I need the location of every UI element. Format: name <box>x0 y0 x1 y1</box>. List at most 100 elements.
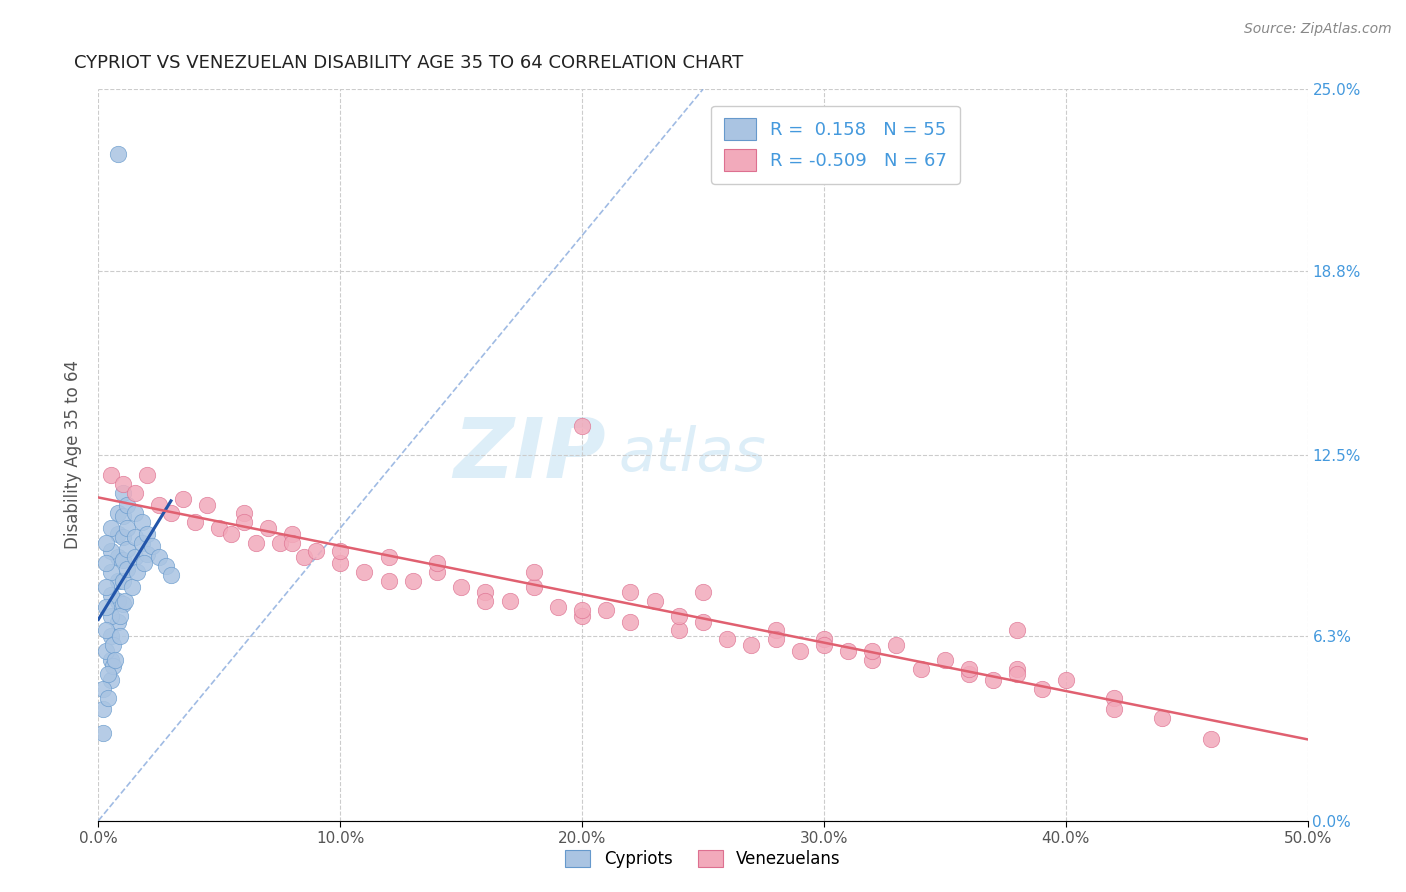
Text: Source: ZipAtlas.com: Source: ZipAtlas.com <box>1244 22 1392 37</box>
Point <box>571 603 593 617</box>
Text: CYPRIOT VS VENEZUELAN DISABILITY AGE 35 TO 64 CORRELATION CHART: CYPRIOT VS VENEZUELAN DISABILITY AGE 35 … <box>75 54 744 72</box>
Point <box>148 550 170 565</box>
Point <box>195 498 218 512</box>
Y-axis label: Disability Age 35 to 64: Disability Age 35 to 64 <box>65 360 83 549</box>
Point <box>668 624 690 638</box>
Point <box>172 491 194 506</box>
Point <box>124 530 146 544</box>
Point <box>789 644 811 658</box>
Point <box>232 507 254 521</box>
Point <box>94 580 117 594</box>
Point <box>813 638 835 652</box>
Point <box>100 608 122 623</box>
Point <box>97 667 120 681</box>
Point <box>692 615 714 629</box>
Point <box>94 644 117 658</box>
Point <box>108 608 131 623</box>
Point <box>957 667 980 681</box>
Point <box>886 638 908 652</box>
Point <box>107 507 129 521</box>
Point <box>1102 690 1125 705</box>
Point <box>208 521 231 535</box>
Point <box>111 553 134 567</box>
Point <box>292 550 315 565</box>
Point <box>107 550 129 565</box>
Point <box>1152 711 1174 725</box>
Point <box>94 624 117 638</box>
Point <box>100 521 122 535</box>
Point <box>111 574 134 588</box>
Point <box>329 556 352 570</box>
Point <box>134 556 156 570</box>
Point <box>765 624 787 638</box>
Point <box>860 653 883 667</box>
Point <box>100 588 122 602</box>
Point <box>305 544 328 558</box>
Point <box>135 527 157 541</box>
Point <box>498 594 520 608</box>
Point <box>107 527 129 541</box>
Text: atlas: atlas <box>619 425 766 484</box>
Point <box>1007 624 1029 638</box>
Point <box>221 527 243 541</box>
Point <box>127 565 149 579</box>
Point <box>619 585 641 599</box>
Point <box>184 515 207 529</box>
Point <box>523 580 546 594</box>
Point <box>450 580 472 594</box>
Point <box>668 608 690 623</box>
Point <box>1102 702 1125 716</box>
Point <box>135 468 157 483</box>
Point <box>716 632 738 647</box>
Point <box>981 673 1004 688</box>
Point <box>245 535 267 549</box>
Point <box>107 594 129 608</box>
Point <box>148 498 170 512</box>
Point <box>111 477 134 491</box>
Legend: Cypriots, Venezuelans: Cypriots, Venezuelans <box>558 843 848 875</box>
Point <box>117 562 139 576</box>
Point <box>329 544 352 558</box>
Point <box>111 486 134 500</box>
Point <box>571 418 593 433</box>
Point <box>107 146 129 161</box>
Point <box>740 638 762 652</box>
Point <box>107 615 129 629</box>
Point <box>1031 681 1053 696</box>
Point <box>860 644 883 658</box>
Point <box>377 550 399 565</box>
Point <box>100 629 122 643</box>
Point <box>91 726 114 740</box>
Point <box>692 585 714 599</box>
Point <box>124 507 146 521</box>
Point <box>910 661 932 675</box>
Point <box>97 690 120 705</box>
Point <box>91 702 114 716</box>
Point <box>160 567 183 582</box>
Point <box>1007 667 1029 681</box>
Point <box>104 653 127 667</box>
Point <box>131 515 153 529</box>
Point <box>101 638 124 652</box>
Point <box>402 574 425 588</box>
Point <box>101 658 124 673</box>
Point <box>108 629 131 643</box>
Point <box>281 535 304 549</box>
Point <box>1007 661 1029 675</box>
Point <box>107 574 129 588</box>
Point <box>117 541 139 556</box>
Point <box>377 574 399 588</box>
Point <box>837 644 859 658</box>
Point <box>91 681 114 696</box>
Point <box>100 565 122 579</box>
Point <box>571 608 593 623</box>
Point <box>94 556 117 570</box>
Point <box>94 535 117 549</box>
Point <box>121 580 143 594</box>
Point <box>619 615 641 629</box>
Point <box>281 527 304 541</box>
Point <box>111 530 134 544</box>
Point <box>117 498 139 512</box>
Point <box>117 521 139 535</box>
Point <box>426 565 449 579</box>
